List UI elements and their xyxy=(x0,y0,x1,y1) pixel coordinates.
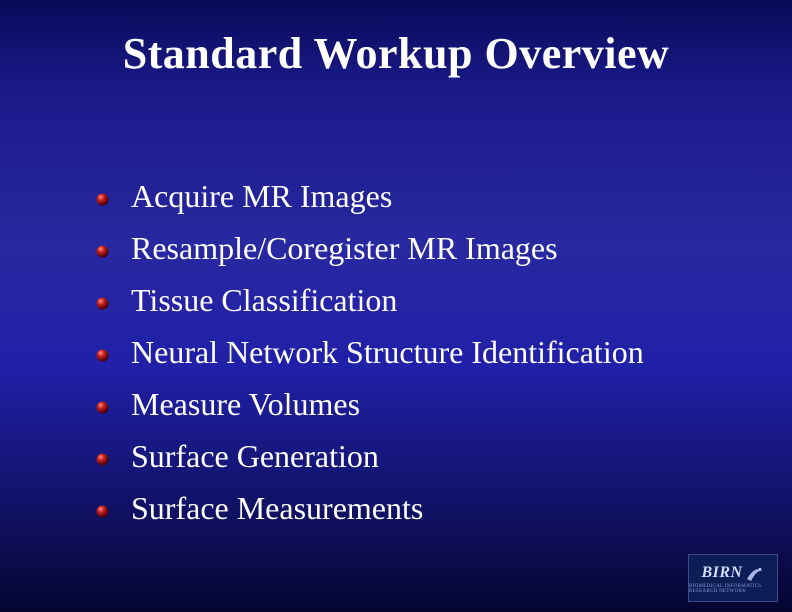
bullet-icon xyxy=(96,349,109,362)
birn-logo: BIRN BIOMEDICAL INFORMATICS RESEARCH NET… xyxy=(688,554,778,602)
list-item: Measure Volumes xyxy=(96,384,696,426)
bullet-text: Surface Generation xyxy=(131,439,379,474)
logo-top: BIRN xyxy=(701,563,764,583)
slide: Standard Workup Overview Acquire MR Imag… xyxy=(0,0,792,612)
bullet-text: Neural Network Structure Identification xyxy=(131,335,644,370)
list-item: Acquire MR Images xyxy=(96,176,696,218)
logo-text: BIRN xyxy=(701,564,742,582)
list-item: Resample/Coregister MR Images xyxy=(96,228,696,270)
bullet-icon xyxy=(96,401,109,414)
bullet-icon xyxy=(96,453,109,466)
list-item: Surface Generation xyxy=(96,436,696,478)
bullet-text: Measure Volumes xyxy=(131,387,360,422)
slide-title: Standard Workup Overview xyxy=(0,28,792,79)
list-item: Tissue Classification xyxy=(96,280,696,322)
swoosh-icon xyxy=(745,563,765,583)
logo-subtext: BIOMEDICAL INFORMATICS RESEARCH NETWORK xyxy=(689,584,777,594)
bullet-text: Resample/Coregister MR Images xyxy=(131,231,558,266)
list-item: Surface Measurements xyxy=(96,488,696,530)
bullet-list: Acquire MR Images Resample/Coregister MR… xyxy=(96,176,696,540)
bullet-icon xyxy=(96,245,109,258)
bullet-icon xyxy=(96,505,109,518)
bullet-icon xyxy=(96,297,109,310)
list-item: Neural Network Structure Identification xyxy=(96,332,696,374)
bullet-text: Surface Measurements xyxy=(131,491,423,526)
bullet-text: Acquire MR Images xyxy=(131,179,392,214)
bullet-icon xyxy=(96,193,109,206)
bullet-text: Tissue Classification xyxy=(131,283,397,318)
